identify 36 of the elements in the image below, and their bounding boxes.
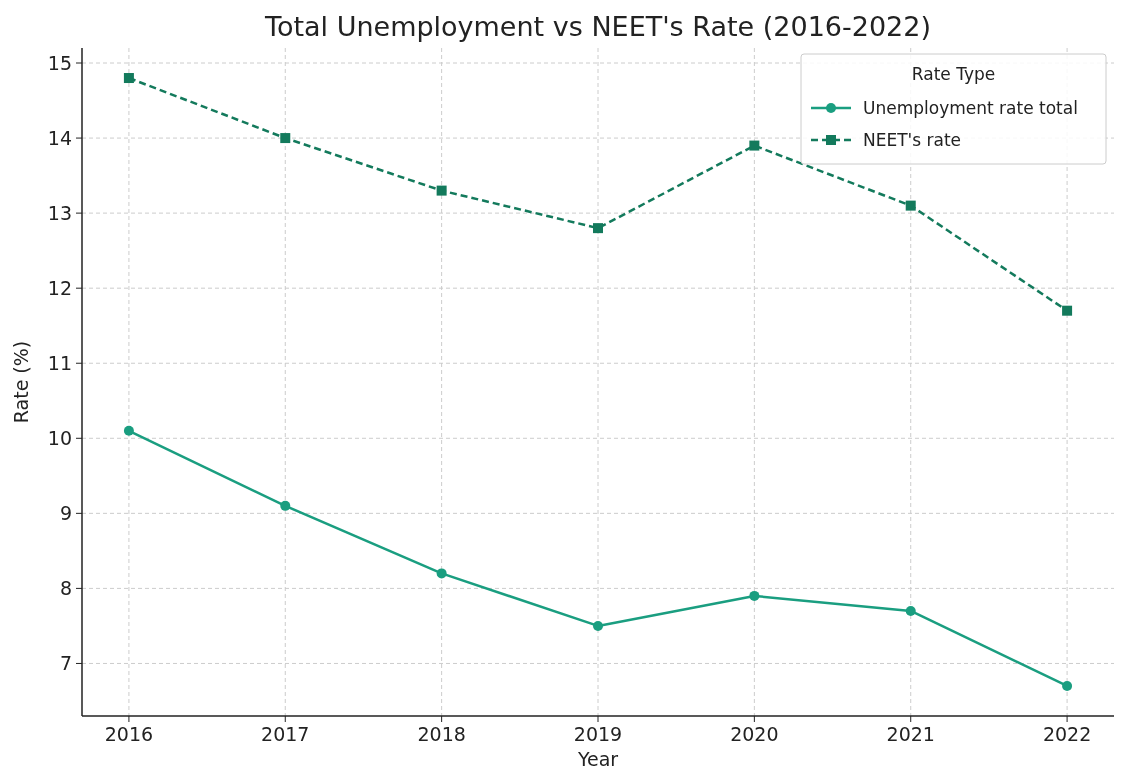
point <box>593 620 603 631</box>
point <box>593 223 603 234</box>
y-tick-label: 9 <box>59 502 72 525</box>
point <box>280 133 291 144</box>
point <box>905 605 916 616</box>
point <box>749 590 760 601</box>
legend-title: Rate Type <box>911 64 996 84</box>
x-tick-label: 2021 <box>886 723 935 745</box>
point <box>280 500 291 511</box>
y-tick-label: 14 <box>47 127 72 150</box>
y-tick-label: 13 <box>47 202 72 225</box>
point <box>1062 680 1073 691</box>
y-tick-label: 15 <box>47 52 72 75</box>
y-tick-label: 12 <box>47 277 72 300</box>
point <box>123 73 134 84</box>
point <box>436 568 447 579</box>
legend-label: NEET's rate <box>863 130 962 150</box>
y-tick-label: 10 <box>47 427 72 450</box>
x-tick-label: 2019 <box>573 723 623 745</box>
x-tick-label: 2020 <box>730 723 779 745</box>
x-axis-title: Year <box>576 748 619 770</box>
x-tick-label: 2017 <box>261 723 310 745</box>
x-tick-label: 2018 <box>417 723 466 745</box>
legend-label: Unemployment rate total <box>863 98 1078 118</box>
y-axis-title: Rate (%) <box>10 340 32 424</box>
point <box>905 200 916 211</box>
y-tick-label: 11 <box>47 352 72 375</box>
y-tick-label: 7 <box>59 652 72 675</box>
point <box>1062 305 1073 316</box>
chart-title: Total Unemployment vs NEET's Rate (2016-2022) <box>264 11 931 42</box>
point <box>123 425 134 436</box>
point <box>749 140 760 151</box>
x-tick-label: 2022 <box>1042 723 1092 745</box>
x-tick-label: 2016 <box>104 723 154 745</box>
y-tick-label: 8 <box>59 577 72 600</box>
point <box>436 185 447 196</box>
